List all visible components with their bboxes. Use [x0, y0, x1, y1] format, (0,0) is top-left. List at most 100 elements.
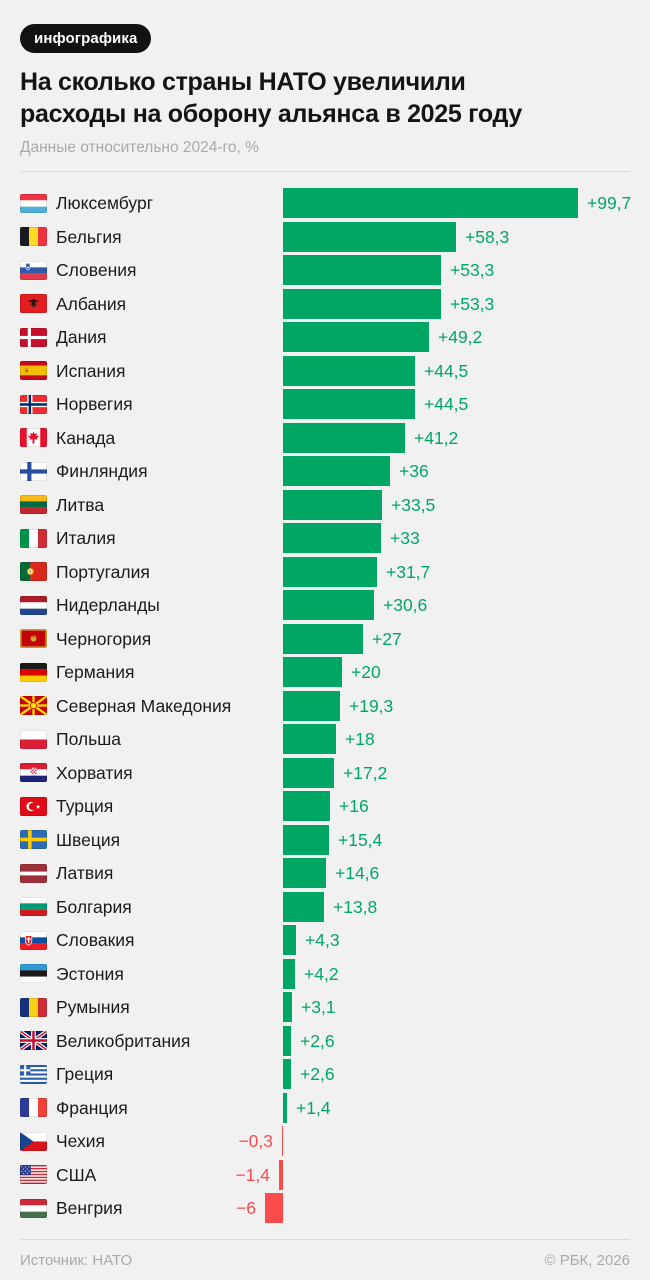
flag-icon-hr: [20, 763, 47, 782]
country-label: Великобритания: [56, 1030, 191, 1051]
value-label: +13,8: [333, 896, 378, 917]
flag-icon-pl: [20, 729, 47, 749]
chart-row: Эстония +4,2: [20, 958, 630, 989]
bar-chart: Люксембург +99,7 Бельгия +58,3 Словения +53,3…: [20, 188, 632, 1223]
page-title: На сколько страны НАТО увеличили расходы…: [20, 66, 630, 130]
chart-row: Латвия +14,6: [20, 858, 630, 888]
country-label: Швеция: [56, 829, 121, 850]
country-label: Болгария: [56, 896, 132, 917]
country-label: Северная Македония: [56, 695, 232, 716]
source-label: Источник: НАТО: [20, 1252, 133, 1269]
flag-icon-pt: [20, 562, 47, 581]
value-bar-positive: [283, 489, 382, 520]
flag-icon-nl: [20, 595, 47, 615]
value-bar-positive: [283, 422, 405, 453]
value-label: +14,6: [335, 863, 380, 883]
flag-icon-mk: [20, 696, 47, 715]
flag-icon-ca: [20, 428, 47, 447]
country-label: США: [56, 1164, 97, 1185]
value-bar-positive: [283, 322, 429, 352]
infographic-badge: инфографика: [20, 24, 152, 53]
value-bar-positive: [283, 824, 329, 855]
chart-row: Португалия +31,7: [20, 556, 630, 587]
value-label: +1,4: [296, 1097, 331, 1118]
value-label: +15,4: [338, 829, 383, 850]
value-bar-positive: [283, 724, 336, 754]
chart-row: Люксембург +99,7: [20, 188, 632, 218]
flag-icon-lv: [20, 863, 47, 883]
value-label: +99,7: [587, 193, 632, 213]
value-bar-positive: [283, 288, 441, 319]
value-bar-positive: [283, 925, 296, 955]
value-bar-positive: [283, 690, 340, 721]
flag-icon-lu: [20, 193, 47, 213]
flag-icon-tr: [20, 796, 47, 816]
flag-icon-gr: [20, 1064, 47, 1084]
chart-row: Норвегия +44,5: [20, 389, 630, 419]
chart-row: Дания +49,2: [20, 322, 630, 352]
value-label: +19,3: [349, 695, 394, 716]
flag-icon-lt: [20, 495, 47, 514]
chart-row: Греция +2,6: [20, 1059, 630, 1089]
flag-icon-dk: [20, 327, 47, 347]
value-label: +53,3: [450, 293, 495, 314]
chart-row: Швеция +15,4: [20, 824, 630, 855]
value-label: +2,6: [300, 1030, 335, 1051]
chart-row: Чехия −0,3: [20, 1126, 630, 1156]
header-divider: [20, 171, 630, 172]
country-label: Италия: [56, 528, 116, 548]
chart-row: Турция +16: [20, 791, 630, 821]
country-label: Польша: [56, 729, 122, 749]
flag-icon-fr: [20, 1098, 47, 1117]
value-bar-positive: [283, 657, 342, 687]
country-label: Румыния: [56, 997, 130, 1017]
value-bar-positive: [283, 958, 295, 989]
chart-row: Литва +33,5: [20, 489, 630, 520]
flag-icon-be: [20, 227, 47, 246]
flag-icon-bg: [20, 897, 47, 916]
country-label: Германия: [56, 662, 135, 682]
chart-row: Болгария +13,8: [20, 891, 630, 922]
value-bar-positive: [283, 858, 326, 888]
value-label: +4,3: [305, 930, 340, 950]
country-label: Финляндия: [56, 461, 148, 481]
value-label: +53,3: [450, 260, 495, 280]
chart-row: Черногория +27: [20, 623, 630, 654]
chart-row: Албания +53,3: [20, 288, 630, 319]
value-label: +33,5: [391, 494, 436, 515]
flag-icon-al: [20, 294, 47, 313]
chart-row: Нидерланды +30,6: [20, 590, 630, 620]
flag-icon-se: [20, 830, 47, 849]
chart-row: Словакия +4,3: [20, 925, 630, 955]
chart-row: Италия +33: [20, 523, 630, 553]
chart-row: Северная Македония +19,3: [20, 690, 630, 721]
value-bar-positive: [283, 389, 415, 419]
value-label: +18: [345, 729, 375, 749]
page-title-line2: расходы на оборону альянса в 2025 году: [20, 100, 523, 128]
value-label: +3,1: [301, 997, 336, 1017]
flag-icon-gb: [20, 1031, 47, 1050]
country-label: Чехия: [56, 1131, 106, 1151]
value-bar-positive: [283, 623, 363, 654]
country-label: Португалия: [56, 561, 150, 582]
value-label: −0,3: [238, 1131, 273, 1151]
chart-row: Финляндия +36: [20, 456, 630, 486]
value-label: +36: [399, 461, 429, 481]
value-label: +4,2: [304, 963, 339, 984]
value-bar-positive: [283, 188, 578, 218]
value-bar-positive: [283, 992, 292, 1022]
value-label: +33: [390, 528, 420, 548]
value-label: +44,5: [424, 394, 469, 414]
value-bar-positive: [283, 255, 441, 285]
footer: Источник: НАТО © РБК, 2026: [20, 1252, 630, 1269]
value-bar-negative: [279, 1159, 283, 1190]
country-label: Норвегия: [56, 394, 133, 414]
chart-row: Канада +41,2: [20, 422, 630, 453]
chart-row: Польша +18: [20, 724, 630, 754]
country-label: Литва: [56, 494, 105, 515]
flag-icon-es: [20, 361, 47, 380]
flag-icon-no: [20, 394, 47, 414]
country-label: Дания: [56, 327, 107, 347]
country-label: Венгрия: [56, 1198, 123, 1218]
